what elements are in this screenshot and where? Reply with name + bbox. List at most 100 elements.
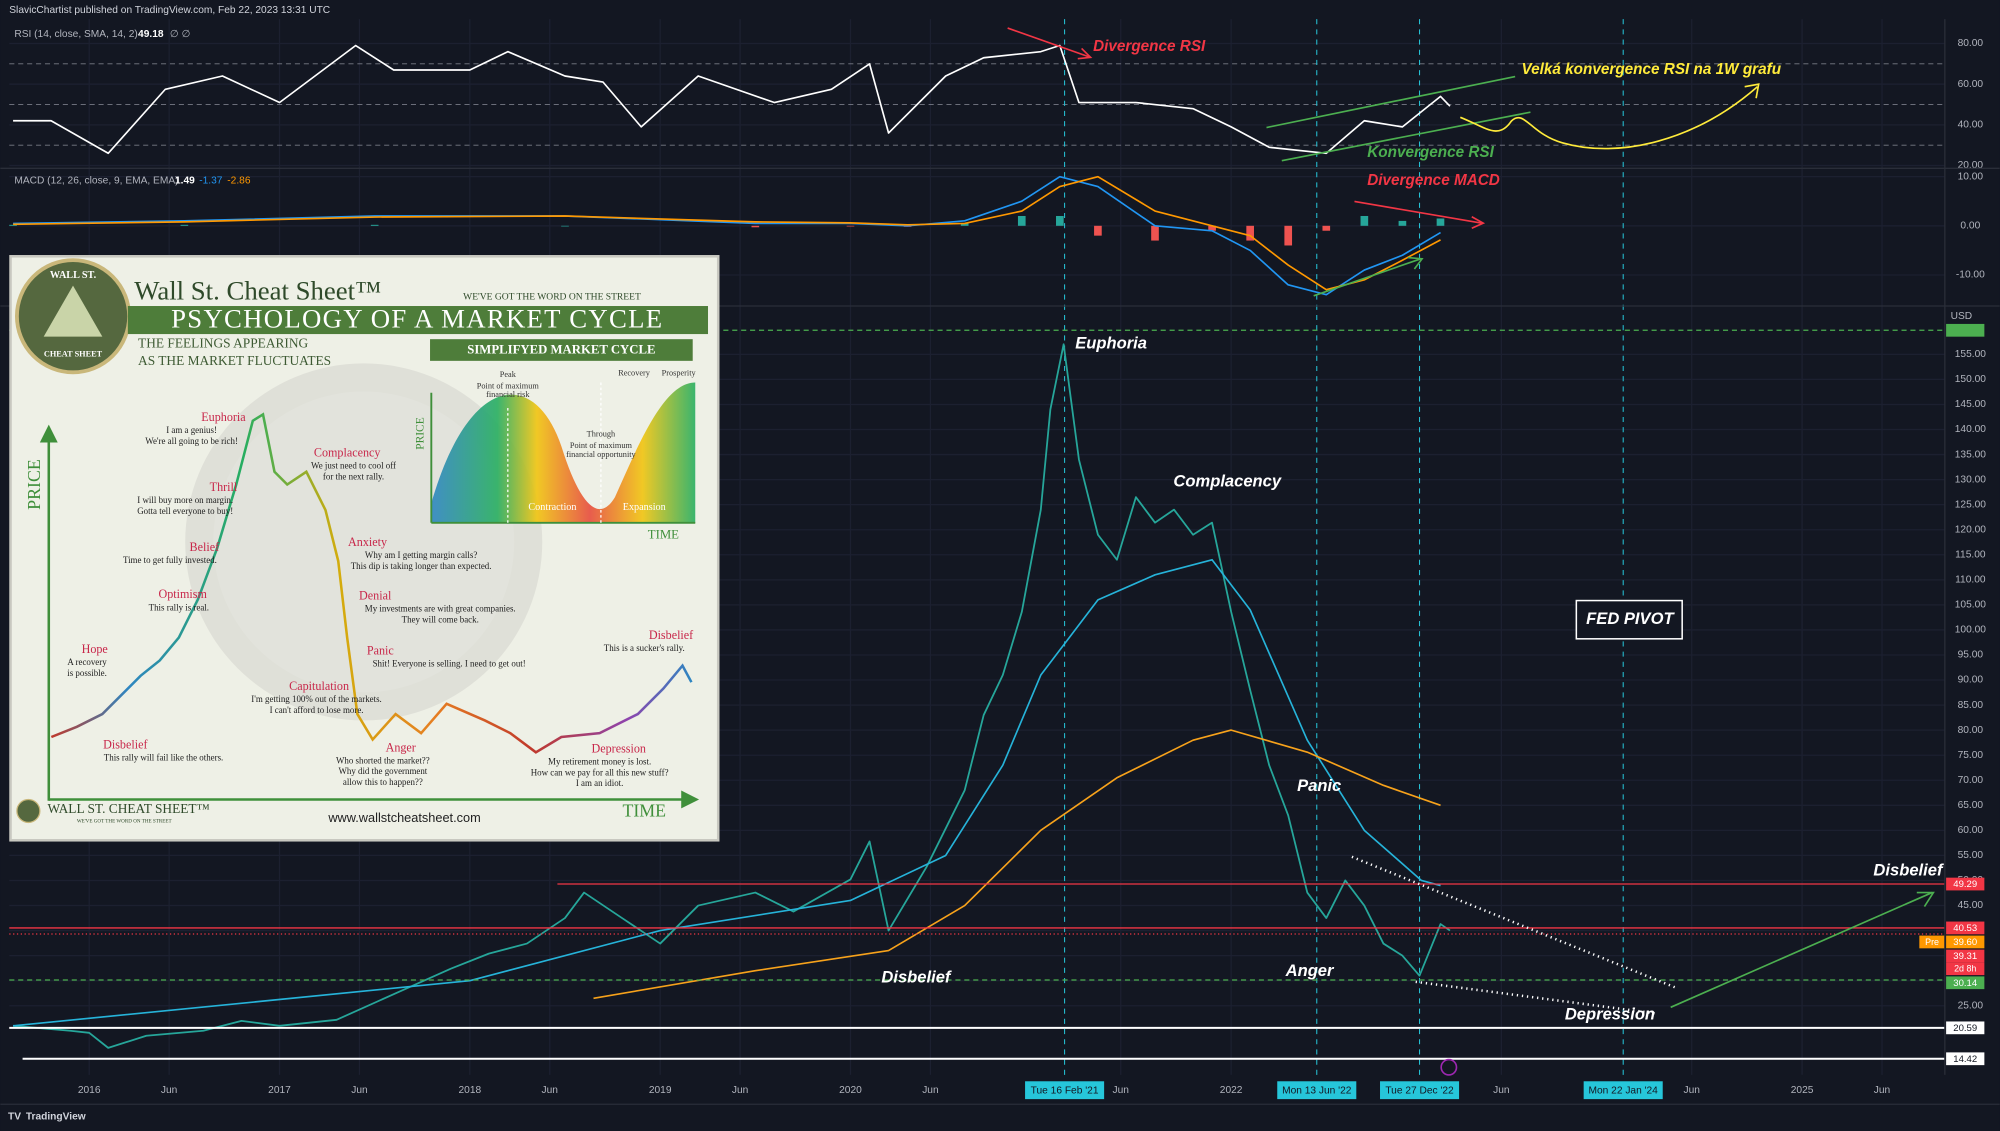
price-badge bbox=[1946, 323, 1985, 337]
stage-quote: allow this to happen?? bbox=[343, 777, 423, 787]
simplified-hill bbox=[431, 382, 696, 523]
stage-quote: We're all going to be rich! bbox=[145, 436, 238, 446]
x-tick-label: Jun bbox=[161, 1085, 177, 1096]
price-axis-label: PRICE bbox=[24, 459, 44, 510]
x-tick-label: Jun bbox=[1683, 1085, 1699, 1096]
simplified-time: TIME bbox=[648, 527, 679, 541]
inset-title: Wall St. Cheat Sheet™ bbox=[134, 275, 381, 305]
trend-line bbox=[1266, 75, 1516, 129]
x-tick-label: Jun bbox=[1874, 1085, 1890, 1096]
y-tick-label: 85.00 bbox=[1958, 700, 1984, 711]
stage-name: Hope bbox=[82, 642, 108, 656]
x-tick-label: 2016 bbox=[78, 1085, 101, 1096]
x-tick-label: Jun bbox=[732, 1085, 748, 1096]
price-badge bbox=[1946, 921, 1985, 935]
price-badge-label: 30.14 bbox=[1953, 978, 1978, 989]
stage-quote: Time to get fully invested. bbox=[123, 555, 217, 565]
arrowhead bbox=[1916, 891, 1935, 908]
x-tick-label: 2019 bbox=[649, 1085, 672, 1096]
arrowhead bbox=[681, 790, 700, 809]
arrowhead bbox=[1471, 216, 1486, 229]
footer-emblem bbox=[16, 798, 41, 824]
histogram-bar bbox=[180, 224, 189, 226]
date-marker-label: Tue 16 Feb '21 bbox=[1031, 1086, 1099, 1097]
price-annotation: Euphoria bbox=[1075, 334, 1147, 353]
stage-name: Anger bbox=[386, 740, 416, 754]
stage-quote: My investments are with great companies. bbox=[365, 604, 516, 614]
y-tick-label: 125.00 bbox=[1955, 499, 1986, 510]
projection-curve bbox=[1459, 86, 1758, 150]
stage-quote: We just need to cool off bbox=[311, 461, 396, 471]
stage-name: Anxiety bbox=[348, 535, 387, 549]
y-tick-label: 140.00 bbox=[1955, 424, 1986, 435]
rsi-annotation: Divergence RSI bbox=[1093, 38, 1206, 55]
stage-name: Depression bbox=[592, 742, 646, 756]
simplified-note: financial risk bbox=[486, 390, 530, 399]
simplified-note: financial opportunity bbox=[566, 450, 636, 459]
simplified-contraction: Contraction bbox=[528, 502, 576, 513]
cycle-curve bbox=[50, 412, 693, 754]
price-annotation: Panic bbox=[1297, 776, 1341, 795]
rsi-legend-value: 49.18 bbox=[138, 29, 164, 40]
footer-logo: TV bbox=[8, 1112, 21, 1123]
stage-quote: A recovery bbox=[67, 657, 107, 667]
rsi-annotation: Konvergence RSI bbox=[1367, 144, 1494, 161]
y-tick-label: 105.00 bbox=[1955, 600, 1986, 611]
inset-tagline: WE'VE GOT THE WORD ON THE STREET bbox=[463, 291, 641, 302]
y-tick-label: 10.00 bbox=[1958, 171, 1984, 182]
histogram-bar bbox=[846, 225, 855, 227]
y-tick-label: 100.00 bbox=[1955, 625, 1986, 636]
date-marker-label: Tue 27 Dec '22 bbox=[1385, 1086, 1454, 1097]
y-tick-label: 55.00 bbox=[1958, 850, 1984, 861]
watermark bbox=[213, 391, 515, 693]
arrowhead bbox=[39, 424, 58, 443]
stage-quote: Why am I getting margin calls? bbox=[365, 550, 477, 560]
stage-name: Optimism bbox=[158, 587, 207, 601]
simplified-note: Point of maximum bbox=[477, 381, 540, 390]
histogram-bar bbox=[561, 225, 569, 227]
price-line bbox=[13, 343, 1451, 1049]
histogram-bar bbox=[1284, 225, 1293, 246]
stage-quote: Who shorted the market?? bbox=[336, 755, 430, 765]
rsi-annotation: Velká konvergence RSI na 1W grafu bbox=[1522, 61, 1782, 78]
emblem-pyramid bbox=[43, 285, 103, 337]
histogram-bar bbox=[1094, 225, 1102, 236]
footer-brand: TradingView bbox=[26, 1112, 86, 1123]
date-marker-label: Mon 13 Jun '22 bbox=[1282, 1086, 1352, 1097]
stage-name: Denial bbox=[359, 589, 392, 603]
inset-banner-text: PSYCHOLOGY OF A MARKET CYCLE bbox=[171, 303, 663, 333]
price-tag: Pre bbox=[1925, 937, 1939, 947]
price-badge bbox=[1946, 976, 1985, 990]
x-tick-label: 2025 bbox=[1791, 1085, 1814, 1096]
price-badge-label: 39.31 bbox=[1953, 951, 1977, 962]
stage-name: Complacency bbox=[314, 446, 381, 460]
stage-quote: My retirement money is lost. bbox=[548, 757, 651, 767]
y-tick-label: 60.00 bbox=[1958, 825, 1984, 836]
rsi-legend: RSI (14, close, SMA, 14, 2) bbox=[14, 29, 137, 40]
macd-legend-histogram: 1.49 bbox=[175, 176, 195, 187]
stage-quote: I am a genius! bbox=[166, 425, 217, 435]
price-badge-label: 14.42 bbox=[1953, 1054, 1977, 1065]
price-annotation: Depression bbox=[1565, 1004, 1655, 1023]
simplified-trough: Through bbox=[587, 430, 616, 439]
histogram-bar bbox=[960, 223, 969, 226]
x-tick-label: 2022 bbox=[1220, 1085, 1243, 1096]
histogram-bar bbox=[1246, 225, 1254, 241]
stage-quote: is possible. bbox=[67, 668, 107, 678]
publish-header: SlavicChartist published on TradingView.… bbox=[9, 5, 330, 16]
histogram-bar bbox=[9, 224, 17, 226]
histogram-bar bbox=[751, 225, 760, 228]
emblem-text: CHEAT SHEET bbox=[44, 349, 103, 358]
stage-quote: I'm getting 100% out of the markets. bbox=[251, 694, 381, 704]
stage-quote: This rally will fail like the others. bbox=[104, 753, 223, 763]
y-tick-label: 60.00 bbox=[1958, 79, 1984, 90]
y-tick-label: 155.00 bbox=[1955, 349, 1986, 360]
stage-quote: They will come back. bbox=[402, 614, 479, 624]
histogram-bar bbox=[370, 224, 379, 226]
stage-name: Belief bbox=[190, 540, 221, 554]
simplified-title: SIMPLIFYED MARKET CYCLE bbox=[467, 343, 655, 357]
x-tick-label: Jun bbox=[922, 1085, 938, 1096]
histogram-bar bbox=[1436, 218, 1445, 226]
